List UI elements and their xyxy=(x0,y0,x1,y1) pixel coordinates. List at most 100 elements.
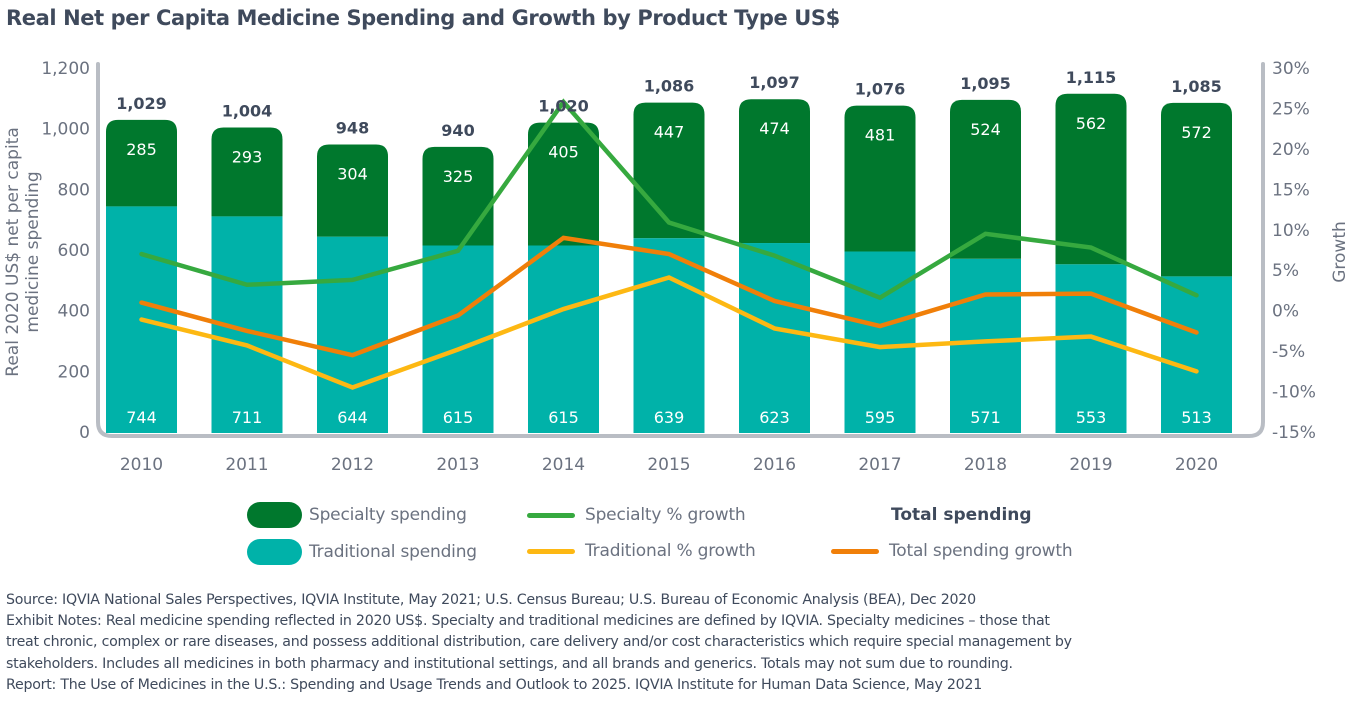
traditional-value-label: 615 xyxy=(548,408,579,427)
total-label: 948 xyxy=(336,118,369,137)
bar-specialty xyxy=(106,119,177,207)
legend: Specialty spending Traditional spending … xyxy=(247,502,1073,565)
legend-label: Traditional spending xyxy=(309,542,477,562)
y2-tick-label: -5% xyxy=(1272,342,1305,362)
y2-tick-label: 15% xyxy=(1272,180,1310,200)
traditional-value-label: 513 xyxy=(1181,408,1212,427)
traditional-value-label: 744 xyxy=(126,408,157,427)
y-axis-title: Real 2020 US$ net per capitamedicine spe… xyxy=(3,127,43,376)
exhibit-note-line-3: stakeholders. Includes all medicines in … xyxy=(6,655,1013,672)
total-label: 1,095 xyxy=(960,74,1011,93)
legend-label: Specialty spending xyxy=(309,505,467,525)
total-label: 940 xyxy=(441,121,474,140)
y2-tick-label: 25% xyxy=(1272,99,1310,119)
exhibit-note-line-2: treat chronic, complex or rare diseases,… xyxy=(6,634,1072,651)
specialty-value-label: 572 xyxy=(1181,123,1212,142)
y2-tick-label: 0% xyxy=(1272,302,1299,322)
bars xyxy=(106,93,1232,433)
y-tick-label: 1,200 xyxy=(41,59,90,79)
total-label: 1,086 xyxy=(644,77,695,96)
x-tick-label: 2015 xyxy=(647,455,690,475)
legend-label: Total spending growth xyxy=(889,541,1073,561)
y-tick-label: 200 xyxy=(58,362,90,382)
footnotes: Source: IQVIA National Sales Perspective… xyxy=(6,590,1346,696)
x-tick-label: 2016 xyxy=(753,455,796,475)
specialty-value-label: 447 xyxy=(654,123,685,142)
bar-specialty xyxy=(317,144,388,237)
chart-plot: 0 200 400 600 800 1,000 1,200 -15% -10% -5% 0% 5% 10… xyxy=(3,59,1350,475)
x-tick-label: 2012 xyxy=(331,455,374,475)
total-label: 1,029 xyxy=(116,94,167,113)
bar-traditional xyxy=(317,236,388,433)
traditional-value-label: 615 xyxy=(443,408,474,427)
legend-item-specialty-spending[interactable]: Specialty spending xyxy=(247,502,467,528)
legend-item-total-growth[interactable]: Total spending growth xyxy=(831,541,1073,561)
chart-title: Real Net per Capita Medicine Spending an… xyxy=(6,6,840,30)
y2-axis-title: Growth xyxy=(1330,221,1350,283)
bar-specialty xyxy=(211,127,283,217)
y-tick-label: 0 xyxy=(79,423,90,443)
legend-item-traditional-spending[interactable]: Traditional spending xyxy=(247,539,477,565)
traditional-value-label: 595 xyxy=(865,408,896,427)
y2-tick-label: -10% xyxy=(1272,383,1316,403)
x-tick-label: 2018 xyxy=(964,455,1007,475)
total-growth-line xyxy=(139,235,1199,358)
bar-specialty xyxy=(422,146,494,246)
specialty-value-label: 474 xyxy=(759,119,790,138)
traditional-spending-swatch-icon xyxy=(247,539,302,565)
specialty-value-label: 285 xyxy=(126,140,157,159)
specialty-value-label: 524 xyxy=(970,120,1001,139)
bar-traditional xyxy=(950,258,1021,433)
data-labels: 1,029 285 744 1,004 293 711 948 304 644 940 325 615… xyxy=(116,68,1222,427)
specialty-value-label: 304 xyxy=(337,164,368,183)
total-label: 1,097 xyxy=(749,73,800,92)
traditional-growth-line-icon xyxy=(527,548,575,554)
x-tick-label: 2011 xyxy=(225,455,268,475)
x-tick-label: 2017 xyxy=(858,455,901,475)
report-note: Report: The Use of Medicines in the U.S.… xyxy=(6,676,982,693)
y2-tick-label: 5% xyxy=(1272,261,1299,281)
legend-item-traditional-growth[interactable]: Traditional % growth xyxy=(527,541,756,561)
x-tick-label: 2014 xyxy=(542,455,585,475)
bar-specialty xyxy=(1161,102,1232,277)
x-tick-label: 2019 xyxy=(1069,455,1112,475)
y2-tick-label: 30% xyxy=(1272,59,1310,79)
x-tick-label: 2010 xyxy=(120,455,163,475)
traditional-value-label: 623 xyxy=(759,408,790,427)
bar-traditional xyxy=(528,245,599,433)
bar-traditional xyxy=(739,243,810,433)
axes: 0 200 400 600 800 1,000 1,200 -15% -10% -5% 0% 5% 10… xyxy=(3,59,1350,475)
traditional-value-label: 639 xyxy=(654,408,685,427)
bar-traditional xyxy=(1161,276,1232,433)
specialty-growth-line xyxy=(139,98,1199,301)
bar-specialty xyxy=(739,99,810,244)
growth-lines xyxy=(139,98,1199,390)
y2-tick-label: 10% xyxy=(1272,221,1310,241)
bar-specialty xyxy=(844,105,916,252)
specialty-growth-line-icon xyxy=(527,512,575,518)
traditional-value-label: 711 xyxy=(232,408,263,427)
bar-traditional xyxy=(633,238,705,433)
y2-tick-label: -15% xyxy=(1272,423,1316,443)
specialty-value-label: 562 xyxy=(1076,114,1107,133)
total-label: 1,085 xyxy=(1171,77,1222,96)
total-label: 1,115 xyxy=(1066,68,1117,87)
bar-specialty xyxy=(1055,93,1127,265)
traditional-value-label: 571 xyxy=(970,408,1001,427)
total-label: 1,004 xyxy=(222,101,273,120)
x-tick-label: 2013 xyxy=(436,455,479,475)
total-growth-line-icon xyxy=(831,548,879,554)
x-tick-label: 2020 xyxy=(1175,455,1218,475)
specialty-value-label: 481 xyxy=(865,126,896,145)
bar-specialty xyxy=(528,122,599,246)
bar-specialty xyxy=(950,99,1021,259)
legend-label: Specialty % growth xyxy=(585,505,746,525)
legend-item-specialty-growth[interactable]: Specialty % growth xyxy=(527,505,746,525)
y-axis-title-line: medicine spending xyxy=(23,171,43,332)
specialty-value-label: 325 xyxy=(443,167,474,186)
source-note: Source: IQVIA National Sales Perspective… xyxy=(6,592,976,608)
y-tick-label: 1,000 xyxy=(41,120,90,140)
specialty-value-label: 293 xyxy=(232,147,263,166)
y-tick-label: 400 xyxy=(58,302,90,322)
specialty-spending-swatch-icon xyxy=(247,502,302,528)
